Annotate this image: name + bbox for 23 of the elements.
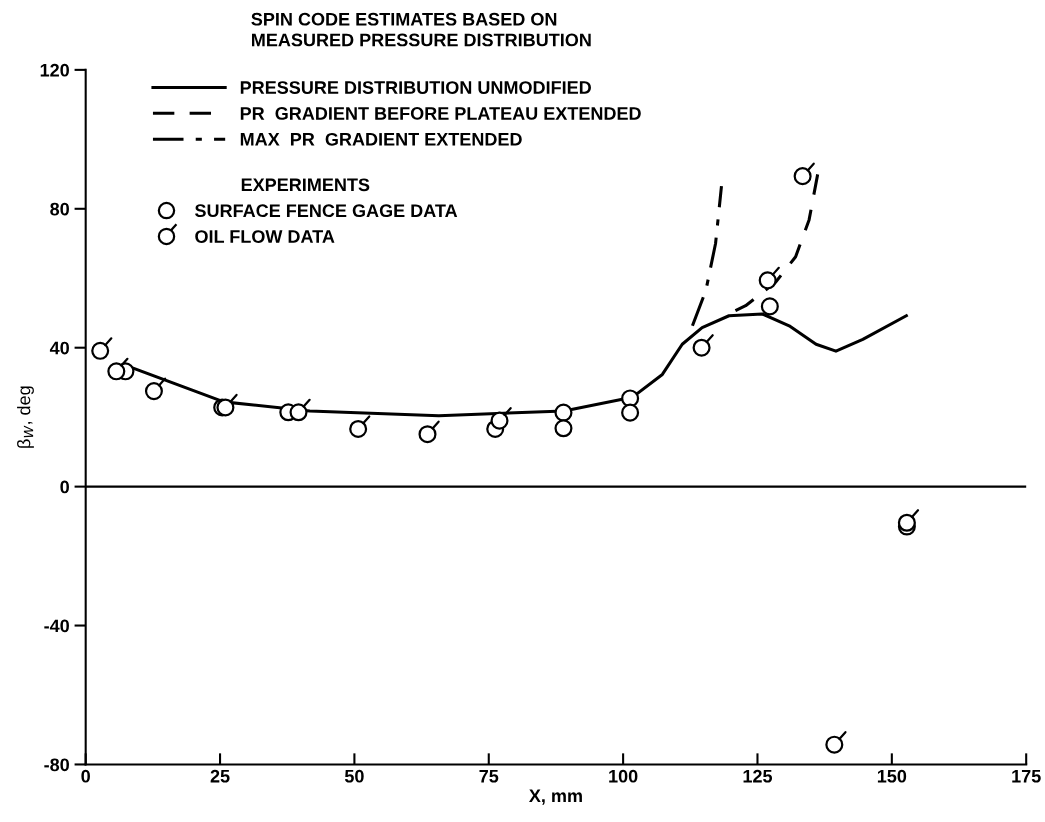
- x-tick-label: 50: [344, 769, 364, 783]
- x-tick-label: 25: [210, 769, 230, 783]
- x-tick-label: 150: [877, 769, 907, 783]
- y-tick-label: -80: [44, 758, 69, 772]
- x-tick-label: 0: [81, 769, 90, 783]
- legend-label: OIL FLOW DATA: [195, 230, 335, 243]
- x-tick-label: 75: [479, 769, 499, 783]
- y-tick-label: 80: [50, 202, 69, 216]
- legend-label: SURFACE FENCE GAGE DATA: [195, 204, 458, 218]
- y-tick-label: 40: [49, 341, 69, 355]
- x-tick-label: 125: [743, 769, 773, 783]
- legend-label: PR GRADIENT BEFORE PLATEAU EXTENDED: [240, 107, 641, 120]
- x-axis-title: X, mm: [529, 789, 582, 805]
- y-tick-label: 120: [40, 63, 69, 77]
- legend-title: EXPERIMENTS: [241, 178, 370, 192]
- legend-label: PRESSURE DISTRIBUTION UNMODIFIED: [240, 81, 591, 94]
- x-tick-label: 175: [1012, 769, 1041, 783]
- legend-label: MAX PR GRADIENT EXTENDED: [240, 132, 522, 146]
- y-tick-label: -40: [44, 619, 69, 633]
- x-tick-label: 100: [609, 769, 638, 783]
- y-tick-label: 0: [60, 480, 69, 494]
- y-axis-title: β$_{W}$, deg: [17, 386, 34, 448]
- chart-title: SPIN CODE ESTIMATES BASED ON MEASURED PRESSURE DISTRIBUTION: [251, 12, 591, 47]
